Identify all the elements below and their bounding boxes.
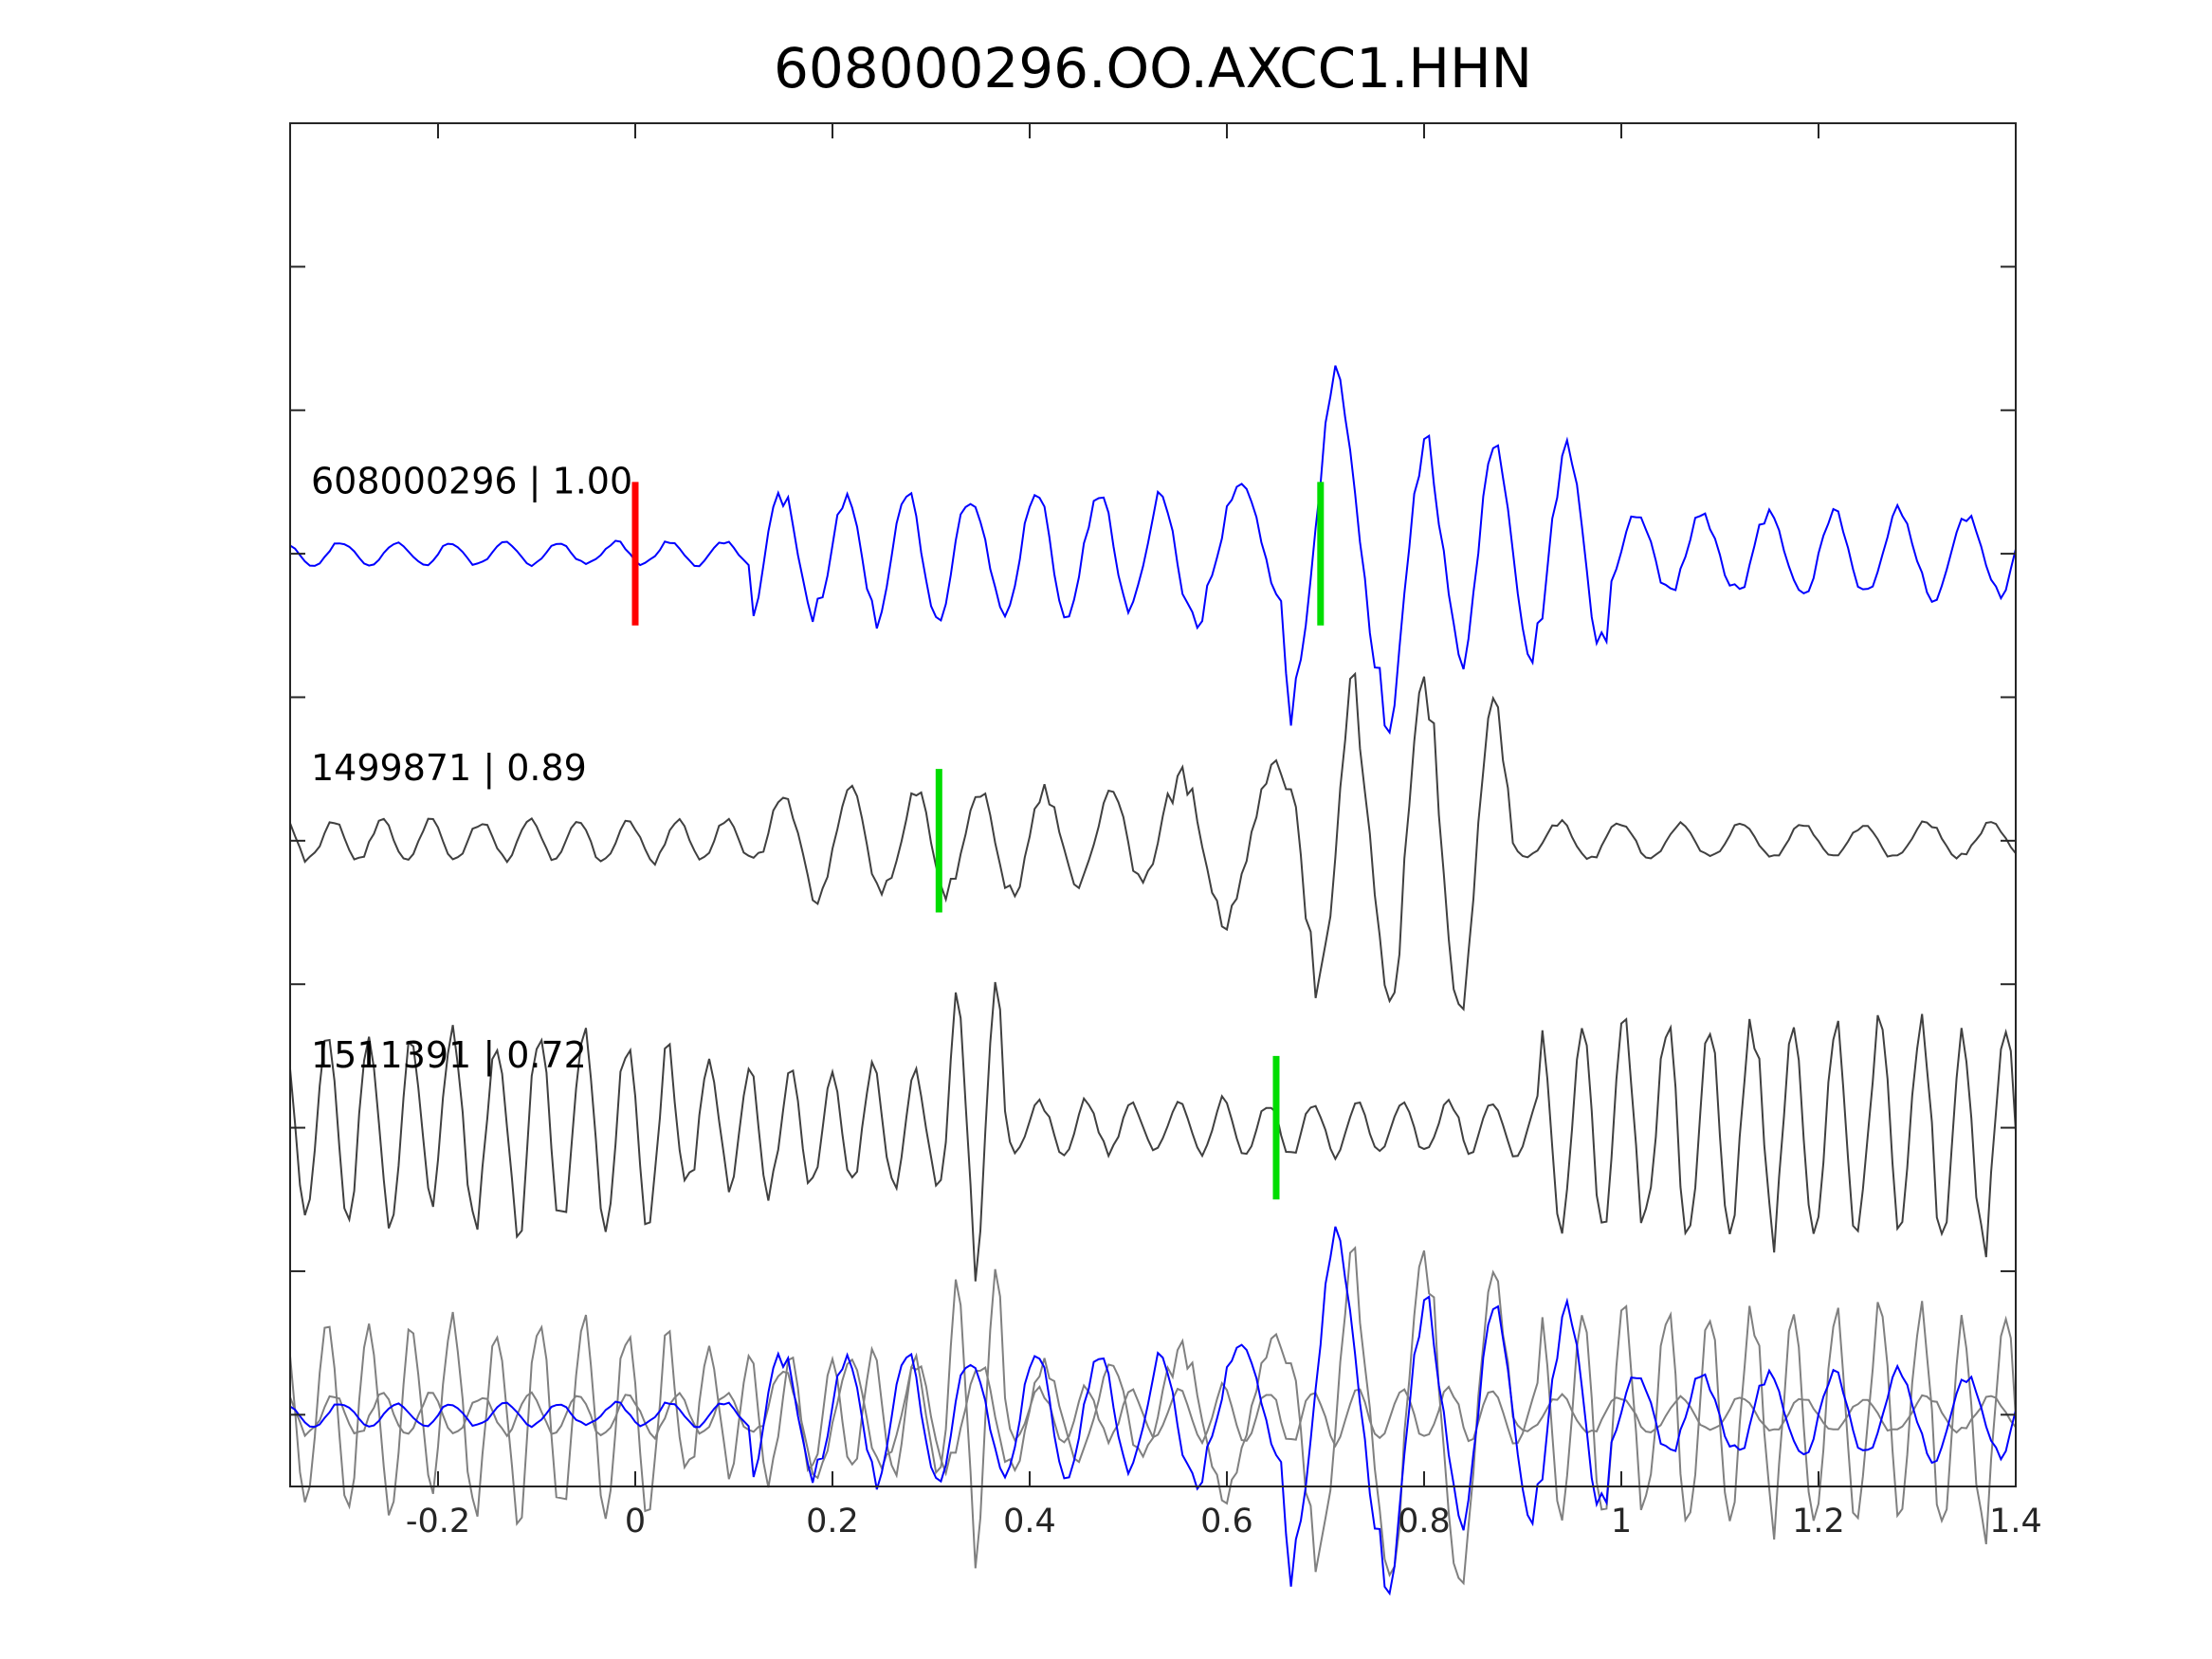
x-tick-label: 0.4	[1003, 1503, 1056, 1540]
trace-1511391	[289, 981, 2017, 1282]
trace-608000296	[289, 365, 2017, 736]
picks-group	[631, 482, 1325, 1200]
x-tick-label: 0.2	[806, 1503, 859, 1540]
traces-group	[289, 365, 2017, 1596]
x-tick-label: 0.6	[1200, 1503, 1253, 1540]
chart-title: 608000296.OO.AXCC1.HHN	[774, 36, 1532, 100]
trace-labels-group: 608000296 | 1.00 1499871 | 0.89 1511391 | …	[311, 460, 632, 1076]
axes-frame	[289, 122, 2017, 1487]
axes-group: -0.2 0 0.2 0.4 0.6 0.8 1 1.2 1.4	[289, 122, 2042, 1540]
x-tick-label: 0	[625, 1503, 646, 1540]
x-tick-label: 1.2	[1792, 1503, 1845, 1540]
plot-area	[290, 123, 2016, 1486]
x-tick-label: -0.2	[406, 1503, 470, 1540]
trace-label-1499871: 1499871 | 0.89	[311, 747, 587, 790]
axes-background	[290, 123, 2016, 1486]
trace-1499871	[289, 671, 2017, 1012]
overlay-trace-608000296	[289, 1226, 2017, 1596]
x-tick-label: 1	[1611, 1503, 1632, 1540]
x-tick-label: 0.8	[1398, 1503, 1451, 1540]
overlay-trace-1499871	[289, 1246, 2017, 1586]
x-tick-label: 1.4	[1989, 1503, 2042, 1540]
trace-label-608000296: 608000296 | 1.00	[311, 460, 632, 502]
trace-label-1511391: 1511391 | 0.72	[311, 1034, 587, 1077]
